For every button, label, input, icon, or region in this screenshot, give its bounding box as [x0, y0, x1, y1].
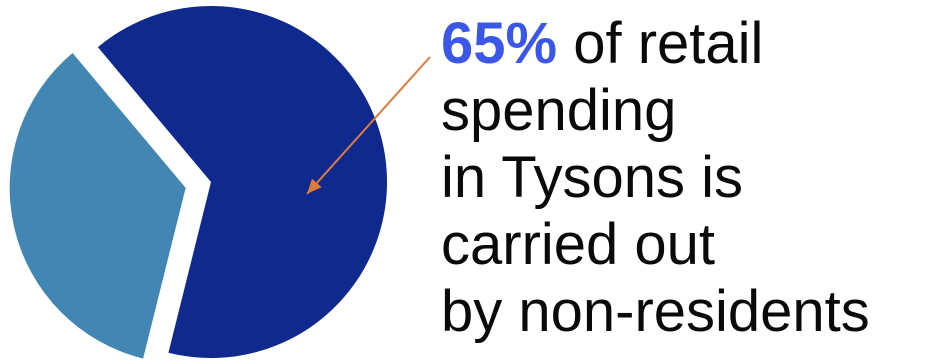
- arrow-line: [306, 56, 431, 195]
- pie-slice-1: [97, 5, 387, 358]
- callout-line-2: spending: [441, 78, 677, 143]
- highlight-percentage: 65%: [441, 11, 558, 76]
- callout-line-3: in Tysons is: [441, 145, 743, 210]
- callout-text: 65% of retail spending in Tysons is carr…: [441, 10, 931, 345]
- callout-arrow: [306, 56, 431, 195]
- callout-line-5: by non-residents: [441, 279, 870, 344]
- callout-line-4: carried out: [441, 212, 716, 277]
- callout-line-1: 65% of retail: [441, 10, 931, 77]
- callout-line-1-text: of retail: [557, 11, 764, 76]
- pie-slice-2: [9, 53, 186, 359]
- pie-slices: [9, 5, 387, 359]
- arrow-head: [307, 178, 322, 194]
